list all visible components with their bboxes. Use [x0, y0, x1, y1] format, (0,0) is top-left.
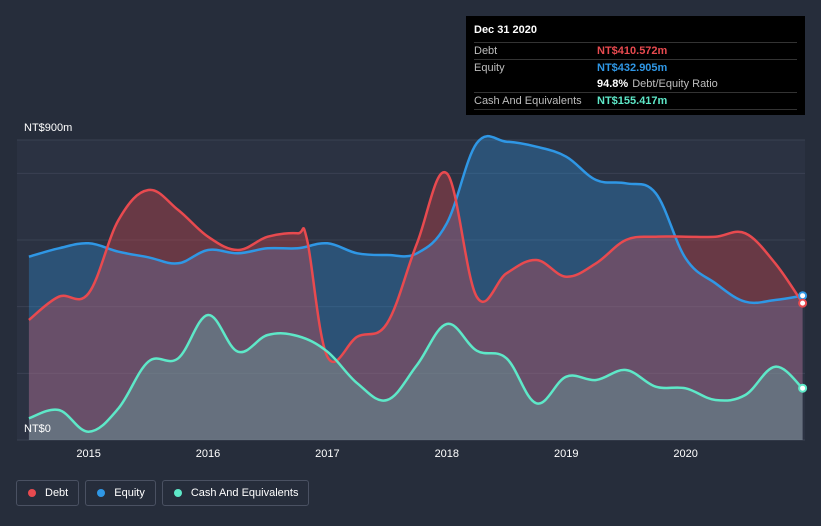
tooltip-date: Dec 31 2020	[474, 24, 797, 43]
legend-item-cash[interactable]: Cash And Equivalents	[161, 480, 310, 506]
x-tick-label: 2020	[673, 448, 697, 460]
tooltip-equity-row: Equity NT$432.905m	[474, 60, 797, 76]
cash-and-equivalents-line	[28, 313, 804, 433]
x-tick-label: 2019	[554, 448, 578, 460]
tooltip-debt-row: Debt NT$410.572m	[474, 43, 797, 60]
tooltip-cash-label: Cash And Equivalents	[474, 95, 582, 107]
equity-end-marker	[798, 291, 808, 301]
cash-dot-icon	[173, 489, 182, 497]
chart-legend: Debt Equity Cash And Equivalents	[16, 480, 310, 506]
y-tick-label: NT$0	[24, 423, 51, 435]
legend-item-debt[interactable]: Debt	[16, 480, 80, 506]
data-tooltip: Dec 31 2020 Debt NT$410.572m Equity NT$4…	[466, 16, 805, 115]
legend-label-equity: Equity	[114, 487, 145, 499]
tooltip-ratio-value: 94.8%	[597, 78, 629, 90]
series-areas	[28, 136, 803, 440]
end-markers	[798, 291, 808, 393]
legend-label-debt: Debt	[45, 487, 69, 499]
debt-line	[28, 170, 804, 364]
tooltip-debt-value: NT$410.572m	[597, 45, 668, 57]
equity-area	[28, 136, 803, 440]
tooltip-cash-value: NT$155.417m	[597, 95, 668, 107]
tooltip-equity-value: NT$432.905m	[597, 62, 668, 74]
cash-and-equivalents-end-marker	[798, 383, 808, 393]
equity-dot-icon	[97, 489, 106, 497]
y-tick-label: NT$900m	[24, 122, 72, 134]
tooltip-ratio-row: 94.8% Debt/Equity Ratio	[474, 76, 797, 93]
tooltip-debt-label: Debt	[474, 45, 498, 57]
legend-item-equity[interactable]: Equity	[85, 480, 156, 506]
tooltip-equity-label: Equity	[474, 62, 505, 74]
x-tick-label: 2018	[435, 448, 459, 460]
debt-area	[28, 172, 803, 440]
equity-line	[28, 134, 803, 305]
x-tick-label: 2016	[196, 448, 220, 460]
series-lines	[28, 134, 804, 433]
tooltip-cash-row: Cash And Equivalents NT$155.417m	[474, 93, 797, 110]
cash-and-equivalents-area	[28, 314, 803, 440]
axis-labels: NT$900m NT$0 2015 2016 2017 2018 2019 2020	[24, 122, 698, 460]
debt-end-marker	[798, 298, 808, 308]
x-tick-label: 2015	[76, 448, 100, 460]
legend-label-cash: Cash And Equivalents	[190, 487, 299, 499]
x-tick-label: 2017	[315, 448, 339, 460]
debt-dot-icon	[28, 489, 36, 497]
tooltip-ratio-label: Debt/Equity Ratio	[632, 78, 718, 90]
